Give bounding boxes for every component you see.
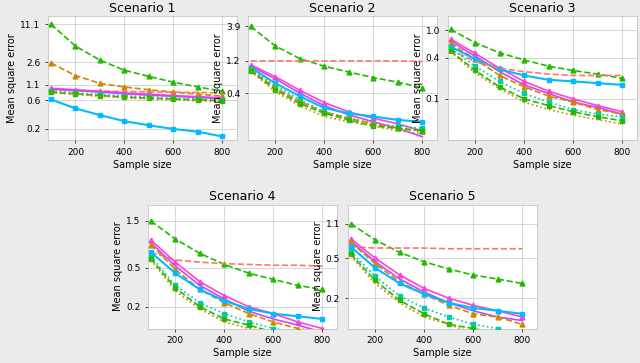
Title: Scenario 2: Scenario 2 <box>309 2 376 15</box>
Y-axis label: Mean square error: Mean square error <box>313 222 323 311</box>
Y-axis label: Mean square error: Mean square error <box>213 33 223 123</box>
Title: Scenario 1: Scenario 1 <box>109 2 176 15</box>
X-axis label: Sample size: Sample size <box>413 348 472 358</box>
Title: Scenario 4: Scenario 4 <box>209 191 276 204</box>
X-axis label: Sample size: Sample size <box>113 160 172 170</box>
Y-axis label: Mean square error: Mean square error <box>113 222 123 311</box>
Title: Scenario 5: Scenario 5 <box>409 191 476 204</box>
Y-axis label: Mean square error: Mean square error <box>8 33 17 123</box>
X-axis label: Sample size: Sample size <box>213 348 272 358</box>
X-axis label: Sample size: Sample size <box>513 160 572 170</box>
Y-axis label: Mean square error: Mean square error <box>413 33 423 123</box>
X-axis label: Sample size: Sample size <box>313 160 372 170</box>
Title: Scenario 3: Scenario 3 <box>509 2 575 15</box>
